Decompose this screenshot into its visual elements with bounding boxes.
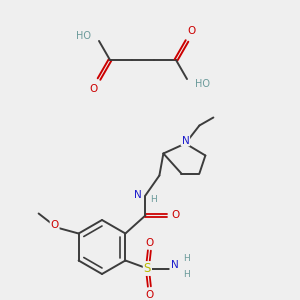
Text: N: N — [182, 136, 189, 146]
Text: N: N — [170, 260, 178, 271]
Text: O: O — [171, 211, 179, 220]
Text: HO: HO — [195, 79, 210, 89]
Text: H: H — [183, 270, 190, 279]
Text: O: O — [90, 84, 98, 94]
Text: HO: HO — [76, 31, 91, 41]
Text: O: O — [145, 290, 154, 299]
Text: O: O — [145, 238, 154, 248]
Text: N: N — [134, 190, 141, 200]
Text: S: S — [144, 262, 151, 275]
Text: H: H — [183, 254, 190, 263]
Text: H: H — [150, 195, 157, 204]
Text: O: O — [188, 26, 196, 36]
Text: O: O — [50, 220, 59, 230]
